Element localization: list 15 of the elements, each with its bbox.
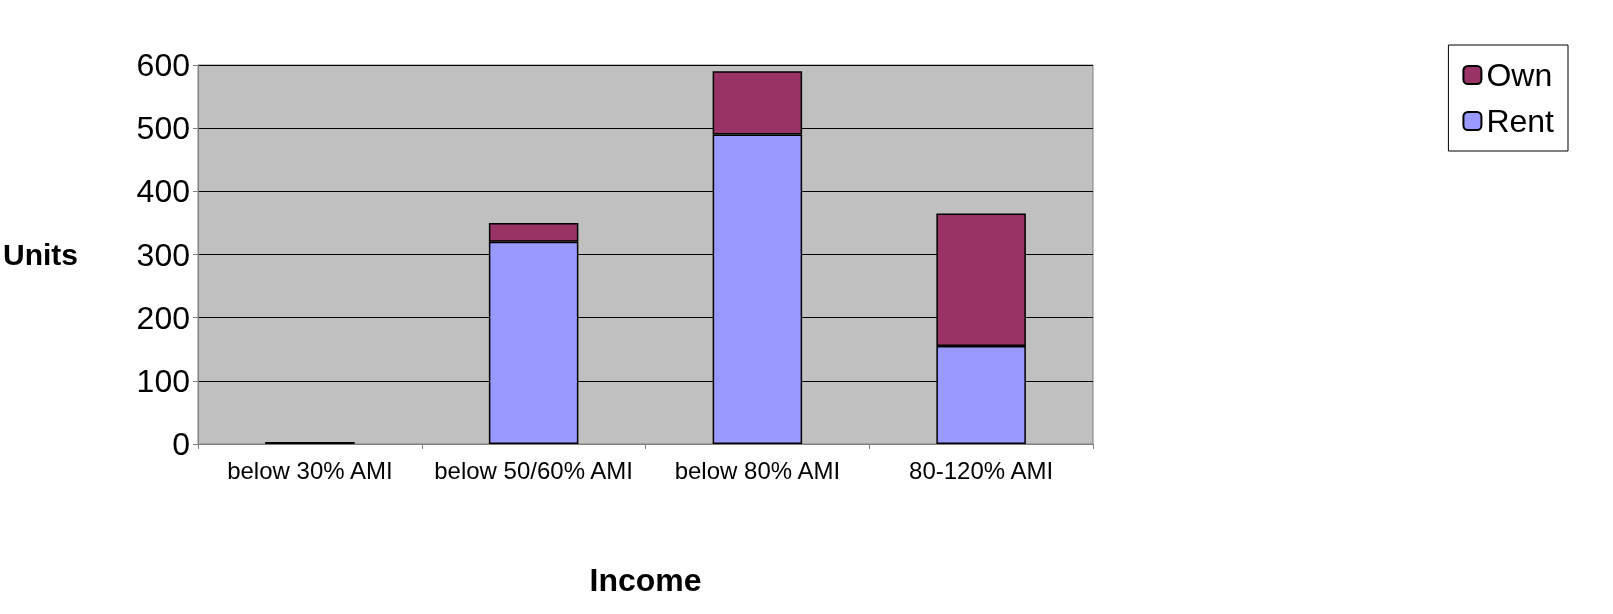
y-tick-label: 0 [172, 426, 190, 462]
y-axis-title: Units [3, 238, 78, 271]
y-tick-label: 100 [136, 362, 190, 399]
y-tick-label: 400 [136, 173, 190, 210]
x-axis-title: Income [589, 562, 702, 598]
legend-label: Own [1486, 57, 1553, 93]
x-tick-label: below 30% AMI [227, 456, 393, 484]
legend-label: Rent [1486, 103, 1555, 139]
x-tick-label: below 50/60% AMI [434, 456, 634, 484]
y-tick-label: 300 [136, 236, 190, 273]
y-tick-label: 500 [136, 110, 190, 147]
y-tick-label: 200 [136, 299, 190, 336]
y-tick-label: 600 [136, 47, 190, 83]
x-tick-label: below 80% AMI [674, 456, 841, 484]
x-tick-label: 80-120% AMI [909, 456, 1054, 484]
